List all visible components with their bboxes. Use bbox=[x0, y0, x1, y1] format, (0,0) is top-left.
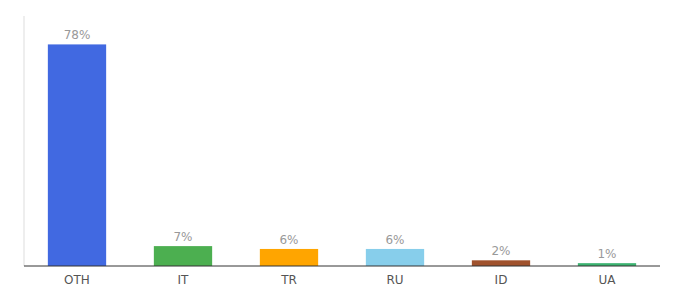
x-tick-label: RU bbox=[386, 273, 403, 287]
bar bbox=[154, 246, 212, 266]
bars bbox=[48, 44, 636, 266]
x-tick-label: OTH bbox=[64, 273, 90, 287]
data-label: 1% bbox=[597, 247, 616, 261]
y-axis-line bbox=[24, 16, 25, 266]
data-label: 2% bbox=[491, 244, 510, 258]
data-label: 6% bbox=[385, 233, 404, 247]
bar bbox=[472, 260, 530, 266]
x-tick-label: TR bbox=[280, 273, 297, 287]
x-axis-line bbox=[24, 266, 660, 267]
x-tick-label: UA bbox=[599, 273, 617, 287]
data-label: 7% bbox=[173, 230, 192, 244]
chart-container: OTH IT TR RU ID UA 78% 7% 6% 6% 2% 1% bbox=[0, 0, 680, 300]
data-label: 78% bbox=[64, 28, 91, 42]
chart: OTH IT TR RU ID UA 78% 7% 6% 6% 2% 1% bbox=[0, 0, 680, 300]
x-tick-label: IT bbox=[178, 273, 190, 287]
x-tick-label: ID bbox=[495, 273, 508, 287]
data-label: 6% bbox=[279, 233, 298, 247]
bar bbox=[366, 249, 424, 266]
bar bbox=[48, 44, 106, 266]
bar bbox=[260, 249, 318, 266]
